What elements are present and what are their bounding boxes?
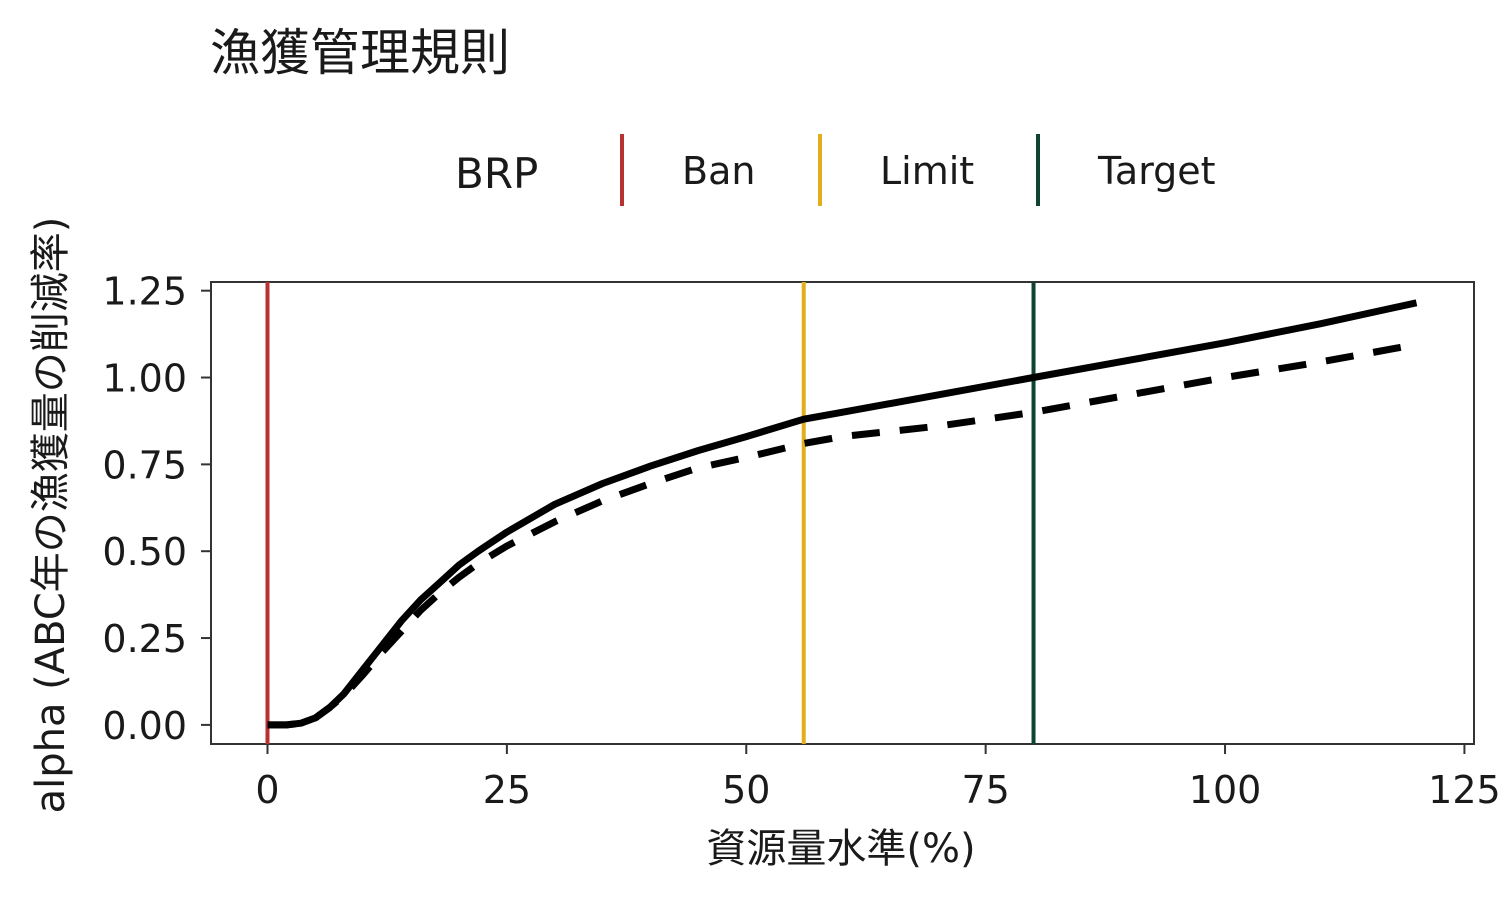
legend-title: BRP: [455, 149, 538, 198]
legend-item-limit: Limit: [818, 134, 974, 206]
chart-title: 漁獲管理規則: [210, 24, 510, 82]
y-tick-label: 1.00: [102, 357, 187, 401]
plot-area: [210, 281, 1475, 745]
legend-item-target: Target: [1036, 134, 1216, 206]
legend-label: Target: [1097, 149, 1216, 193]
x-tick-label: 100: [1189, 768, 1262, 812]
legend: BRP Ban Limit Target: [455, 134, 1216, 206]
y-tick-label: 0.00: [102, 704, 187, 748]
legend-label: Limit: [880, 149, 974, 193]
series-line-dashed: [267, 341, 1418, 729]
x-axis-label: 資源量水準(%): [706, 826, 975, 872]
legend-label: Ban: [682, 149, 755, 193]
x-tick-label: 50: [722, 768, 770, 812]
y-axis: 0.00 0.25 0.50 0.75 1.00 1.25: [102, 270, 211, 748]
y-tick-label: 0.75: [102, 443, 187, 487]
x-tick-label: 25: [483, 768, 531, 812]
y-axis-label: alpha (ABC年の漁獲量の削減率): [28, 217, 74, 814]
legend-item-ban: Ban: [620, 134, 755, 206]
plot-panel: [210, 281, 1475, 745]
x-axis: 0 25 50 75 100 125: [255, 744, 1500, 812]
y-tick-label: 0.50: [102, 530, 187, 574]
x-tick-label: 75: [961, 768, 1009, 812]
x-tick-label: 0: [255, 768, 279, 812]
y-tick-label: 0.25: [102, 617, 187, 661]
series-line-solid: [267, 299, 1418, 729]
x-tick-label: 125: [1428, 768, 1500, 812]
y-tick-label: 1.25: [102, 270, 187, 314]
